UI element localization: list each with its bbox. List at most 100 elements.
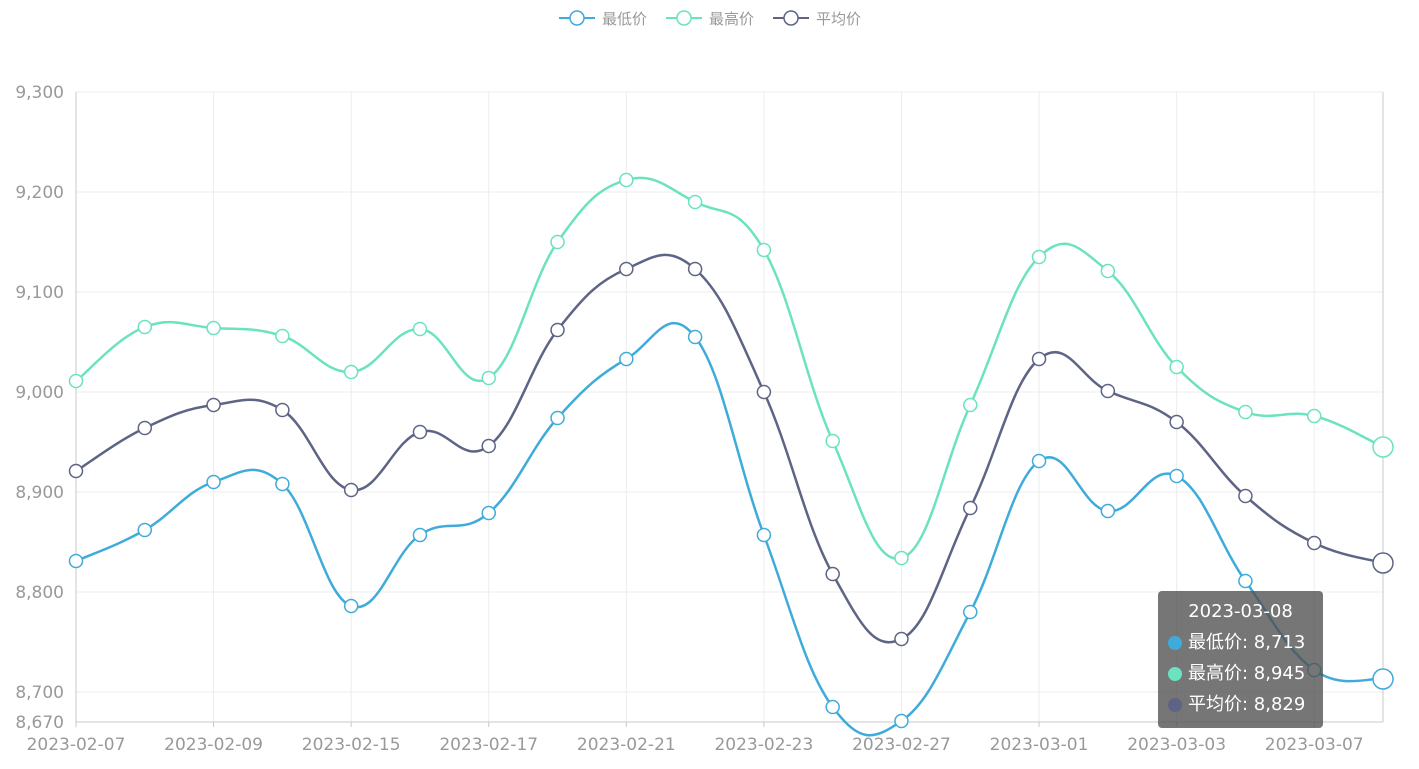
data-point-avg	[963, 500, 978, 516]
y-tick-label: 8,800	[15, 583, 64, 603]
data-point-avg	[1100, 383, 1116, 399]
data-point-avg	[550, 322, 565, 338]
legend-label-max: 最高价	[708, 9, 754, 28]
data-point-min	[687, 329, 703, 345]
tooltip-row-min: 最低价: 8,713	[1168, 627, 1313, 658]
series-points	[68, 172, 1394, 729]
data-point-max	[481, 370, 496, 386]
legend-label-avg: 平均价	[816, 9, 862, 28]
data-point-min	[206, 474, 221, 490]
data-point-min	[137, 522, 153, 538]
series-line-avg	[75, 253, 1384, 644]
data-point-max	[206, 320, 221, 336]
x-tick-label: 2023-02-09	[164, 735, 263, 755]
data-point-min	[963, 604, 978, 620]
data-point-max	[1306, 408, 1322, 424]
data-point-min	[1372, 668, 1394, 690]
x-tick-label: 2023-02-21	[577, 735, 676, 755]
data-point-avg	[206, 397, 221, 413]
tooltip-value-max: 最高价: 8,945	[1188, 663, 1306, 684]
data-point-avg	[687, 261, 703, 277]
data-point-min	[894, 713, 909, 729]
data-point-avg	[1306, 535, 1322, 551]
data-point-min	[619, 351, 634, 367]
data-point-max	[825, 433, 840, 449]
tooltip-dot-min	[1168, 635, 1182, 650]
data-point-avg	[412, 424, 428, 440]
x-tick-label: 2023-02-15	[302, 735, 401, 755]
tooltip-value-min: 最低价: 8,713	[1188, 632, 1306, 653]
y-tick-label: 9,000	[15, 383, 64, 403]
data-point-max	[275, 328, 290, 344]
data-point-min	[1100, 503, 1116, 519]
legend-item-max[interactable]: 最高价	[665, 8, 754, 29]
legend-min-symbol	[558, 10, 595, 26]
legend-max-symbol	[665, 10, 702, 26]
y-tick-label: 9,100	[15, 283, 64, 303]
tooltip: 2023-03-08 最低价: 8,713 最高价: 8,945 平均价: 8,…	[1158, 591, 1323, 728]
data-point-max	[343, 364, 359, 380]
data-point-avg	[343, 482, 359, 498]
tooltip-dot-max	[1168, 666, 1182, 681]
y-tick-label: 8,900	[15, 483, 64, 503]
data-point-avg	[68, 463, 84, 479]
data-point-max	[619, 172, 634, 188]
data-point-avg	[825, 566, 840, 582]
series-line-min	[75, 321, 1384, 737]
x-tick-label: 2023-02-23	[714, 735, 813, 755]
data-point-max	[1372, 436, 1394, 458]
data-point-min	[550, 410, 565, 426]
data-point-min	[481, 505, 496, 521]
data-point-avg	[756, 384, 772, 400]
data-point-min	[1031, 453, 1047, 469]
data-point-avg	[1238, 488, 1253, 504]
data-point-avg	[1031, 351, 1047, 367]
data-point-max	[1031, 249, 1047, 265]
data-point-max	[68, 373, 84, 389]
data-point-max	[550, 234, 565, 250]
data-point-max	[412, 321, 428, 337]
data-point-avg	[137, 420, 153, 436]
x-tick-label: 2023-03-03	[1127, 735, 1226, 755]
data-point-min	[756, 527, 772, 543]
data-point-min	[1238, 573, 1253, 589]
data-point-avg	[619, 261, 634, 277]
legend-label-min: 最低价	[601, 9, 647, 28]
data-point-max	[963, 397, 978, 413]
chart-legend: 最低价 最高价 平均价	[0, 6, 1419, 30]
tooltip-title: 2023-03-08	[1188, 601, 1293, 622]
series-line-max	[75, 176, 1384, 560]
data-point-min	[343, 598, 359, 614]
tooltip-row-avg: 平均价: 8,829	[1168, 689, 1313, 720]
data-point-max	[137, 319, 153, 335]
y-tick-label: 9,300	[15, 83, 64, 103]
data-point-min	[68, 553, 84, 569]
x-tick-label: 2023-02-27	[852, 735, 951, 755]
legend-item-min[interactable]: 最低价	[558, 8, 647, 29]
tooltip-dot-avg	[1168, 697, 1182, 712]
data-point-avg	[1169, 414, 1184, 430]
data-point-max	[894, 550, 909, 566]
y-tick-label: 9,200	[15, 183, 64, 203]
y-tick-label: 8,670	[15, 713, 64, 733]
data-point-min	[1169, 468, 1184, 484]
x-tick-label: 2023-03-07	[1265, 735, 1364, 755]
x-tick-label: 2023-03-01	[990, 735, 1089, 755]
tooltip-row-max: 最高价: 8,945	[1168, 658, 1313, 689]
tooltip-value-avg: 平均价: 8,829	[1188, 694, 1306, 715]
data-point-avg	[275, 402, 290, 418]
data-point-min	[275, 476, 290, 492]
legend-avg-symbol	[773, 10, 809, 26]
data-point-avg	[1372, 552, 1394, 574]
legend-item-avg[interactable]: 平均价	[772, 8, 861, 29]
data-point-avg	[894, 631, 909, 647]
x-tick-label: 2023-02-17	[439, 735, 538, 755]
data-point-avg	[481, 438, 496, 454]
data-point-max	[1100, 263, 1116, 279]
data-point-max	[1169, 359, 1184, 375]
data-point-max	[1238, 404, 1253, 420]
data-point-max	[756, 242, 772, 258]
x-tick-label: 2023-02-07	[27, 735, 126, 755]
data-point-max	[687, 194, 703, 210]
